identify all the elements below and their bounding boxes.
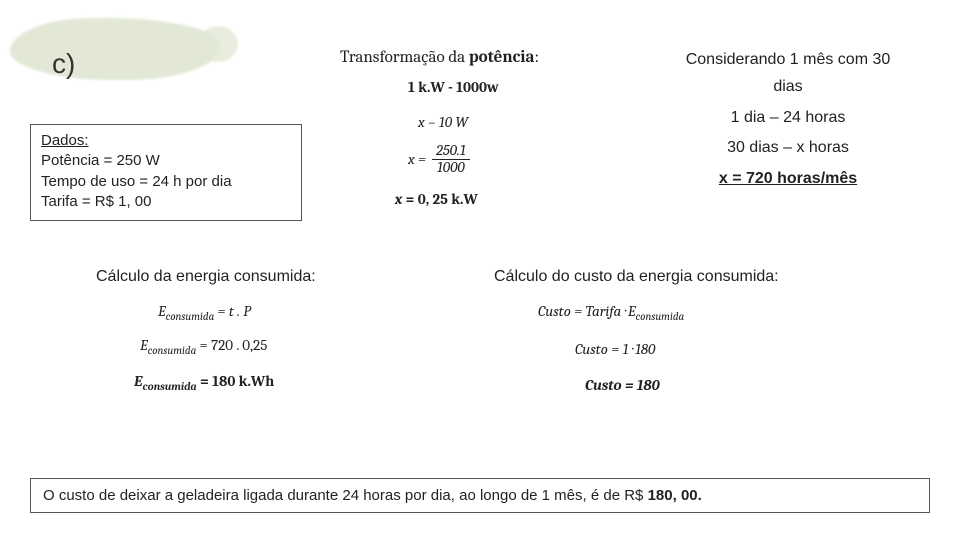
eq-left-1: Econsumida = t . P (158, 302, 251, 323)
center-title-bold: potência (469, 48, 535, 67)
conclusion-amount: 180, 00. (648, 487, 702, 504)
pot-fraction: x = 250.1 1000 (408, 143, 470, 176)
right-line-1: Considerando 1 mês com 30 (638, 48, 938, 73)
eq-left-1-rhs: = t . P (214, 302, 251, 320)
eq-left-2-sub: consumida (148, 344, 197, 357)
eq-right-3-text: Custo = 180 (585, 376, 660, 394)
eq-right-2: Custo = 1 · 180 (575, 340, 655, 358)
eq-left-2-var: E (140, 336, 148, 354)
eq-left-2-rhs: = 720 . 0,25 (196, 336, 267, 354)
eq-right-2-text: Custo = 1 · 180 (575, 340, 655, 358)
dados-line-1: Potência = 250 W (41, 151, 291, 171)
item-letter: c) (52, 48, 75, 80)
eq-left-1-sub: consumida (166, 310, 215, 323)
pot-result: x = 0, 25 k.W (395, 190, 478, 208)
right-line-3: 1 dia – 24 horas (638, 106, 938, 131)
eq-left-3-sub: consumida (143, 380, 197, 393)
calc-left-title: Cálculo da energia consumida: (96, 268, 316, 286)
pot-rule: 1 k.W - 1000w (408, 78, 499, 96)
conclusion-box: O custo de deixar a geladeira ligada dur… (30, 478, 930, 513)
eq-right-3: Custo = 180 (585, 376, 660, 394)
center-title: Transformação da potência: (340, 48, 539, 67)
eq-left-1-var: E (158, 302, 166, 320)
calc-right-title: Cálculo do custo da energia consumida: (494, 268, 779, 286)
eq-right-1-sub: consumida (636, 310, 685, 323)
brush-decoration (10, 18, 220, 80)
eq-left-2: Econsumida = 720 . 0,25 (140, 336, 267, 357)
pot-result-rest: = 0, 25 k.W (402, 190, 478, 208)
fraction: 250.1 1000 (432, 143, 470, 176)
right-line-5: x = 720 horas/mês (638, 167, 938, 192)
dados-box: Dados: Potência = 250 W Tempo de uso = 2… (30, 124, 302, 221)
eq-right-1-text: Custo = Tarifa · E (538, 302, 636, 320)
eq-left-3-rhs: = 180 k.Wh (197, 372, 275, 390)
dados-line-3: Tarifa = R$ 1, 00 (41, 192, 291, 212)
right-line-2: dias (638, 75, 938, 100)
conclusion-text: O custo de deixar a geladeira ligada dur… (43, 487, 648, 504)
dados-heading: Dados: (41, 131, 291, 151)
eq-left-3-var: E (134, 372, 143, 390)
pot-unknown: x – 10 W (418, 113, 468, 131)
eq-right-1: Custo = Tarifa · Econsumida (538, 302, 684, 323)
dados-line-2: Tempo de uso = 24 h por dia (41, 172, 291, 192)
eq-left-3: Econsumida = 180 k.Wh (134, 372, 274, 393)
right-line-4: 30 dias – x horas (638, 136, 938, 161)
center-title-suffix: : (534, 48, 539, 67)
fraction-den: 1000 (433, 160, 469, 176)
right-column: Considerando 1 mês com 30 dias 1 dia – 2… (638, 48, 938, 192)
center-title-prefix: Transformação da (340, 48, 469, 67)
pot-frac-lhs: x = (408, 150, 426, 168)
